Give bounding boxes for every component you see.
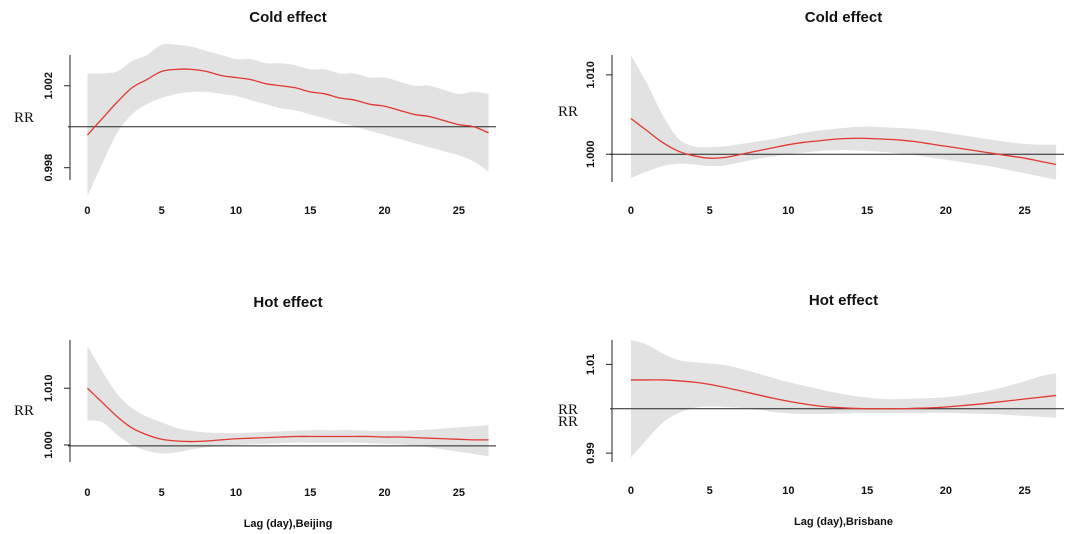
x-axis-label: Lag (day),Brisbane <box>794 516 893 528</box>
x-tick-label: 20 <box>378 205 390 217</box>
chart-panel-3: Hot effect 1.000 1.010 RR 0 5 10 15 20 25 Lag (day… <box>14 294 496 530</box>
y-tick-label: 1.000 <box>585 140 597 168</box>
x-tick-label: 25 <box>1019 205 1031 217</box>
rr-series-line <box>630 117 1057 166</box>
confidence-band <box>87 43 489 197</box>
x-axis: 0 5 10 15 20 25 <box>84 205 465 217</box>
y-tick-label: 1.002 <box>43 72 55 100</box>
y-axis-label: RR <box>558 104 578 120</box>
confidence-band <box>630 55 1057 180</box>
x-tick-label: 5 <box>159 487 165 499</box>
y-axis: 0.99 1.01 <box>585 340 613 464</box>
confidence-band <box>87 345 489 457</box>
y-axis: 1.000 1.010 <box>43 340 71 462</box>
chart-title: Hot effect <box>253 294 322 311</box>
y-tick-label: 1.010 <box>585 61 597 89</box>
y-tick-label: 0.998 <box>43 154 55 182</box>
y-tick-label: 0.99 <box>585 442 597 463</box>
chart-panel-2: Cold effect 1.000 1.010 RR 0 5 10 15 20 25 <box>558 9 1064 217</box>
x-tick-label: 5 <box>707 485 713 497</box>
y-axis-label: RR <box>14 403 34 419</box>
x-tick-label: 15 <box>861 485 873 497</box>
chart-title: Hot effect <box>809 292 878 309</box>
y-tick-label: 1.010 <box>43 374 55 402</box>
x-tick-label: 20 <box>940 205 952 217</box>
chart-panel-1: Cold effect 0.998 1.002 RR 0 5 10 15 20 25 <box>14 9 496 217</box>
y-tick-label: 1.01 <box>585 354 597 375</box>
x-tick-label: 10 <box>230 487 242 499</box>
y-tick-label: 1.000 <box>43 431 55 459</box>
x-tick-label: 25 <box>453 205 465 217</box>
y-axis-label: RR <box>558 414 578 430</box>
x-tick-label: 20 <box>378 487 390 499</box>
x-tick-label: 5 <box>159 205 165 217</box>
x-tick-label: 10 <box>782 485 794 497</box>
x-tick-label: 0 <box>84 205 90 217</box>
x-axis-label: Lag (day),Beijing <box>244 518 333 530</box>
reference-line-label: RR <box>558 402 578 418</box>
x-tick-label: 25 <box>1019 485 1031 497</box>
x-tick-label: 15 <box>304 205 316 217</box>
x-tick-label: 0 <box>84 487 90 499</box>
x-tick-label: 0 <box>628 485 634 497</box>
x-axis: 0 5 10 15 20 25 <box>84 487 465 499</box>
x-axis: 0 5 10 15 20 25 <box>628 205 1031 217</box>
y-axis: 1.000 1.010 <box>585 55 613 182</box>
x-tick-label: 20 <box>940 485 952 497</box>
rr-series-line <box>630 379 1057 410</box>
x-tick-label: 0 <box>628 205 634 217</box>
confidence-band <box>630 340 1057 458</box>
x-axis: 0 5 10 15 20 25 <box>628 485 1031 497</box>
y-axis-label: RR <box>14 110 34 126</box>
x-tick-label: 10 <box>782 205 794 217</box>
x-tick-label: 25 <box>453 487 465 499</box>
rr-series-line <box>86 68 489 136</box>
x-tick-label: 15 <box>304 487 316 499</box>
chart-title: Cold effect <box>249 9 327 26</box>
x-tick-label: 10 <box>230 205 242 217</box>
y-axis: 0.998 1.002 <box>43 55 71 182</box>
x-tick-label: 5 <box>707 205 713 217</box>
rr-series-line <box>86 387 489 443</box>
x-tick-label: 15 <box>861 205 873 217</box>
chart-title: Cold effect <box>805 9 883 26</box>
